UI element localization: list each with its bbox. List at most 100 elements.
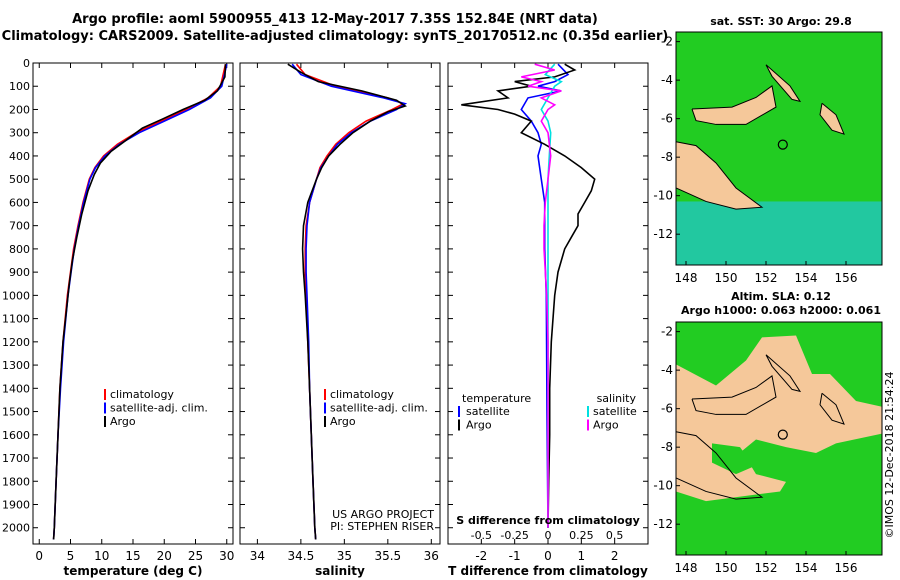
y-tick-label: 0 xyxy=(23,57,30,70)
y-tick-label: 1200 xyxy=(2,336,30,349)
timestamp: ©IMOS 12-Dec-2018 21:54:24 xyxy=(883,372,896,539)
x-tick-label: 1 xyxy=(578,549,586,563)
series-line-s-argo xyxy=(521,63,562,528)
secondary-axis-label: S difference from climatology xyxy=(456,514,640,527)
legend-label: climatology xyxy=(330,388,394,401)
negative-anomaly-region xyxy=(712,443,754,475)
y-tick-label: 600 xyxy=(9,196,30,209)
x-tick-label: 10 xyxy=(94,549,109,563)
legend-label: satellite xyxy=(593,405,637,418)
coastline xyxy=(819,102,845,135)
credit-line-1: US ARGO PROJECT xyxy=(332,508,434,521)
coastline xyxy=(765,354,802,393)
y-tick-label: 500 xyxy=(9,173,30,186)
map-y-tick-label: -4 xyxy=(661,73,673,87)
map-altimetry-map: -2 -4 -6 -8 -10 -12 148 150 152 154 156 xyxy=(653,321,883,575)
argo-float-marker xyxy=(777,429,788,440)
y-tick-label: 400 xyxy=(9,150,30,163)
map-x-tick-label: 150 xyxy=(715,271,738,285)
altim-map-title-1: Altim. SLA: 0.12 xyxy=(731,290,831,303)
legend-label: satellite-adj. clim. xyxy=(330,402,428,415)
x-tick-label: -2 xyxy=(475,549,487,563)
map-x-tick-label: 156 xyxy=(835,271,858,285)
map-x-tick-label: 148 xyxy=(675,271,698,285)
coastline xyxy=(691,375,777,415)
y-tick-label: 1000 xyxy=(2,289,30,302)
map-frame xyxy=(675,31,883,266)
x-tick-label: 0 xyxy=(35,549,43,563)
coastline xyxy=(691,85,777,125)
map-y-tick-label: -6 xyxy=(661,402,673,416)
y-tick-label: 700 xyxy=(9,220,30,233)
land-new-ireland xyxy=(766,64,800,102)
argo-float-marker xyxy=(777,139,788,150)
x-tick-label: 36 xyxy=(424,549,439,563)
x-tick-label: 5 xyxy=(67,549,75,563)
map-y-tick-label: -2 xyxy=(661,35,673,49)
y-tick-label: 300 xyxy=(9,127,30,140)
legend-title-temperature: temperature xyxy=(462,392,531,405)
y-tick-label: 1500 xyxy=(2,406,30,419)
map-x-tick-label: 154 xyxy=(795,271,818,285)
x-axis-label: salinity xyxy=(315,564,365,578)
legend-label: Argo xyxy=(110,415,136,428)
y-tick-label: 1100 xyxy=(2,313,30,326)
map-x-tick-label: 150 xyxy=(715,561,738,575)
x-tick-label: 30 xyxy=(219,549,234,563)
series-line-argo xyxy=(287,63,408,540)
x-tick-label: 34 xyxy=(250,549,265,563)
legend-label: Argo xyxy=(593,419,619,432)
map-y-tick-label: -4 xyxy=(661,363,673,377)
panel-salinity: 34 34.5 35 35.5 36 salinity climatologysatelli… xyxy=(239,62,441,578)
map-y-tick-label: -12 xyxy=(653,227,673,241)
map-x-tick-label: 152 xyxy=(755,271,778,285)
y-tick-label: 1300 xyxy=(2,359,30,372)
x-axis-label: T difference from climatology xyxy=(448,564,648,578)
x-tick-label: 20 xyxy=(157,549,172,563)
y-tick-label: 2000 xyxy=(2,522,30,535)
map-x-tick-label: 154 xyxy=(795,561,818,575)
map-y-tick-label: -10 xyxy=(653,479,673,493)
secondary-tick-label: -0.5 xyxy=(471,529,492,542)
map-x-tick-label: 148 xyxy=(675,561,698,575)
series-line-s-satellite xyxy=(540,63,563,528)
y-tick-label: 1400 xyxy=(2,382,30,395)
title-line-2: Climatology: CARS2009. Satellite-adjuste… xyxy=(1,29,669,44)
sst-map-title: sat. SST: 30 Argo: 29.8 xyxy=(710,15,852,28)
map-x-tick-label: 156 xyxy=(835,561,858,575)
panel-temperature: 0100200300400500600700800900100011001200… xyxy=(2,57,234,578)
x-tick-label: 15 xyxy=(125,549,140,563)
map-x-tick-label: 152 xyxy=(755,561,778,575)
map-y-tick-label: -12 xyxy=(653,517,673,531)
altim-map-title-2: Argo h1000: 0.063 h2000: 0.061 xyxy=(681,304,881,317)
x-tick-label: 2 xyxy=(611,549,619,563)
y-tick-label: 200 xyxy=(9,103,30,116)
y-tick-label: 1600 xyxy=(2,429,30,442)
x-tick-label: 34.5 xyxy=(288,549,315,563)
secondary-tick-label: 0.5 xyxy=(606,529,624,542)
coastline xyxy=(765,64,802,103)
title-line-1: Argo profile: aoml 5900955_413 12-May-20… xyxy=(72,12,598,27)
legend-label: Argo xyxy=(330,415,356,428)
land-bougainville xyxy=(820,103,844,135)
legend-label: climatology xyxy=(110,388,174,401)
x-tick-label: 35 xyxy=(337,549,352,563)
secondary-tick-label: 0.25 xyxy=(569,529,594,542)
y-tick-label: 1900 xyxy=(2,498,30,511)
y-tick-label: 900 xyxy=(9,266,30,279)
cool-water-region xyxy=(676,201,882,265)
credit-line-2: PI: STEPHEN RISER xyxy=(330,520,434,533)
legend-label: satellite xyxy=(466,405,510,418)
map-sst-map: -2 -4 -6 -8 -10 -12 148 150 152 154 156 xyxy=(653,31,883,285)
series-line-argo xyxy=(52,64,227,540)
legend-label: Argo xyxy=(466,419,492,432)
x-tick-label: 35.5 xyxy=(374,549,401,563)
map-frame xyxy=(675,321,883,556)
x-tick-label: 25 xyxy=(188,549,203,563)
series-line-t-argo xyxy=(461,63,596,528)
x-axis-label: temperature (deg C) xyxy=(64,564,203,578)
coastline xyxy=(675,141,764,210)
y-tick-label: 800 xyxy=(9,243,30,256)
x-tick-label: 0 xyxy=(544,549,552,563)
map-y-tick-label: -6 xyxy=(661,112,673,126)
